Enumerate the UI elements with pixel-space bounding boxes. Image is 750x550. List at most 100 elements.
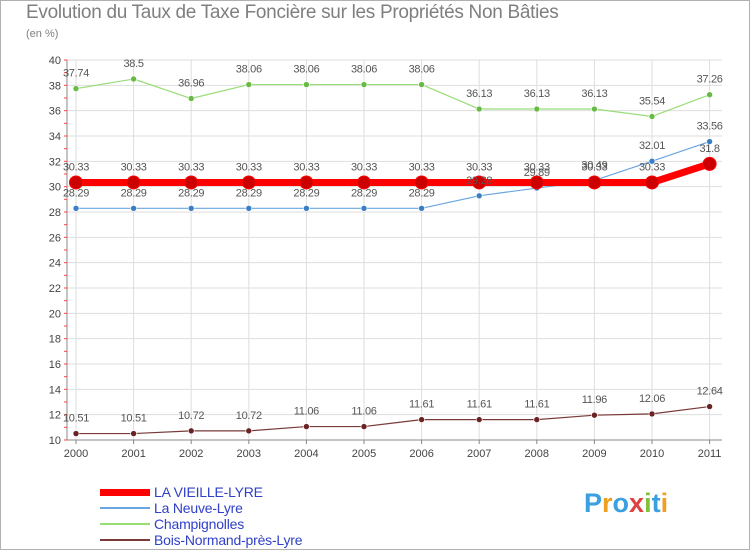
legend-label: Champignolles xyxy=(154,516,245,532)
series-line xyxy=(76,141,710,209)
data-label: 30.33 xyxy=(639,161,665,173)
x-tick-label: 2001 xyxy=(121,448,145,460)
data-point xyxy=(245,81,253,88)
data-label: 38.06 xyxy=(236,64,262,76)
data-point xyxy=(303,81,310,88)
legend-swatch xyxy=(100,523,150,525)
data-point xyxy=(130,75,137,83)
series-line xyxy=(76,405,710,435)
data-point xyxy=(245,427,253,435)
x-tick-label: 2010 xyxy=(640,448,664,460)
data-label: 11.96 xyxy=(582,394,607,406)
data-label: 29.89 xyxy=(524,167,550,179)
data-label: 36.13 xyxy=(466,88,492,100)
data-point xyxy=(357,175,371,190)
data-label: 36.96 xyxy=(178,78,204,90)
logo-letter: x xyxy=(629,488,645,518)
x-tick-label: 2003 xyxy=(237,448,261,460)
x-tick-label: 2002 xyxy=(179,448,203,460)
legend-item: LA VIEILLE-LYRE xyxy=(100,484,302,500)
legend-item: Champignolles xyxy=(100,516,302,532)
x-tick-label: 2004 xyxy=(294,448,318,460)
data-point xyxy=(72,430,80,437)
data-label: 28.29 xyxy=(236,187,262,199)
y-tick-label: 10 xyxy=(49,435,61,447)
logo-letter: t xyxy=(651,488,661,518)
data-label: 11.61 xyxy=(524,399,549,411)
y-tick-label: 24 xyxy=(49,258,61,270)
data-label: 11.61 xyxy=(467,399,492,411)
data-point xyxy=(303,205,310,212)
x-tick-label: 2007 xyxy=(467,448,491,460)
logo-letter: r xyxy=(602,488,613,518)
data-label: 12.06 xyxy=(639,393,665,405)
data-point xyxy=(475,416,483,423)
data-label: 10.51 xyxy=(121,413,147,425)
data-label: 28.29 xyxy=(409,187,435,199)
legend-swatch xyxy=(100,488,150,496)
data-label: 31.8 xyxy=(699,143,719,155)
data-point xyxy=(187,427,195,435)
y-tick-label: 22 xyxy=(49,283,61,295)
data-point xyxy=(533,416,541,423)
data-point xyxy=(414,175,429,190)
x-tick-label: 2000 xyxy=(64,448,88,460)
y-tick-label: 34 xyxy=(49,131,61,143)
legend-label: La Neuve-Lyre xyxy=(154,500,243,516)
data-point xyxy=(241,175,256,190)
data-label: 28.29 xyxy=(63,187,89,199)
y-tick-label: 30 xyxy=(49,182,61,194)
y-tick-label: 16 xyxy=(49,359,61,371)
data-point xyxy=(245,205,253,212)
data-label: 30.33 xyxy=(409,161,435,173)
data-point xyxy=(587,175,602,190)
data-point xyxy=(130,205,137,212)
x-tick-label: 2006 xyxy=(409,448,433,460)
data-point xyxy=(533,105,541,113)
data-label: 36.13 xyxy=(581,88,607,100)
chart-title: Evolution du Taux de Taxe Foncière sur l… xyxy=(26,2,559,23)
data-label: 37.74 xyxy=(63,68,89,80)
data-label: 29.28 xyxy=(466,175,492,187)
legend-item: La Neuve-Lyre xyxy=(100,500,302,516)
data-point xyxy=(706,403,713,410)
data-point xyxy=(126,175,141,190)
legend-item: Bois-Normand-près-Lyre xyxy=(100,532,303,548)
y-tick-label: 38 xyxy=(49,80,61,92)
y-tick-label: 18 xyxy=(49,334,61,346)
logo-letter: P xyxy=(584,488,603,518)
data-label: 30.33 xyxy=(121,161,147,173)
data-point xyxy=(702,156,717,171)
data-label: 36.13 xyxy=(524,88,550,100)
data-label: 11.61 xyxy=(409,399,434,411)
logo-letter: i xyxy=(644,488,652,518)
data-label: 28.29 xyxy=(178,187,204,199)
data-label: 30.33 xyxy=(351,161,377,173)
chart-unit-label: (en %) xyxy=(26,28,59,40)
data-point xyxy=(418,81,425,88)
data-point xyxy=(591,411,598,419)
data-point xyxy=(187,205,195,212)
data-label: 38.06 xyxy=(351,64,377,76)
y-tick-label: 14 xyxy=(49,384,61,396)
data-point xyxy=(72,85,80,92)
series-line xyxy=(75,78,710,118)
y-tick-label: 28 xyxy=(49,207,61,219)
data-label: 28.29 xyxy=(121,187,147,199)
data-point xyxy=(648,113,656,120)
y-tick-label: 32 xyxy=(49,156,61,168)
data-label: 10.51 xyxy=(63,413,89,425)
legend-swatch xyxy=(100,507,150,509)
data-label: 28.29 xyxy=(293,187,319,199)
data-point xyxy=(475,192,483,200)
x-tick-label: 2005 xyxy=(352,448,376,460)
data-label: 32.01 xyxy=(639,140,665,152)
y-tick-label: 20 xyxy=(49,308,61,320)
data-point xyxy=(472,175,487,190)
data-label: 30.33 xyxy=(178,161,204,173)
data-point xyxy=(475,105,483,113)
x-tick-label: 2008 xyxy=(525,448,549,460)
data-point xyxy=(187,95,195,102)
data-label: 11.06 xyxy=(351,406,376,418)
